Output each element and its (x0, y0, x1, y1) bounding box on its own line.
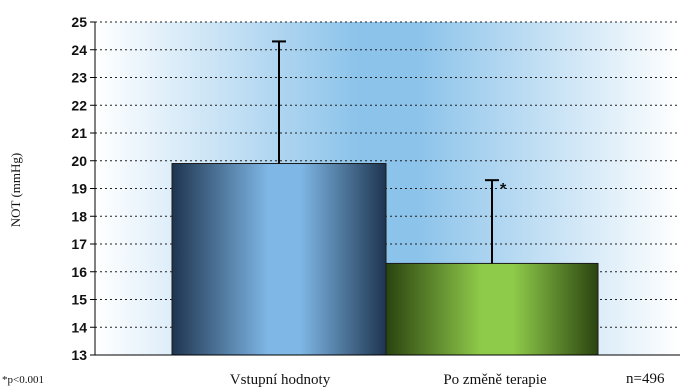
y-tick-label: 20 (71, 153, 87, 169)
y-tick-label: 14 (71, 319, 87, 335)
y-tick-label: 19 (71, 181, 87, 197)
y-tick-label: 16 (71, 264, 87, 280)
y-tick-label: 21 (71, 125, 87, 141)
y-tick-label: 18 (71, 208, 87, 224)
bars (171, 163, 599, 356)
y-axis-ticks: 13 14 15 16 17 18 19 20 21 22 23 24 25 (71, 14, 95, 363)
error-bars (272, 40, 499, 264)
footnote: *p<0.001 (2, 374, 44, 386)
y-tick-label: 13 (71, 347, 87, 363)
x-tick-label-1: Vstupní hodnoty (230, 372, 331, 388)
y-axis-label: NOT (mmHg) (8, 153, 23, 228)
y-tick-label: 15 (71, 292, 87, 308)
y-tick-label: 23 (71, 70, 87, 86)
y-tick-label: 17 (71, 236, 87, 252)
significance-marker: * (500, 181, 507, 198)
y-tick-label: 24 (71, 42, 87, 58)
sample-size: n=496 (626, 371, 665, 387)
bar-1 (171, 163, 387, 356)
y-tick-label: 25 (71, 14, 87, 30)
y-tick-label: 22 (71, 97, 87, 113)
x-tick-label-2: Po změně terapie (443, 372, 547, 388)
bar-2 (385, 262, 599, 356)
